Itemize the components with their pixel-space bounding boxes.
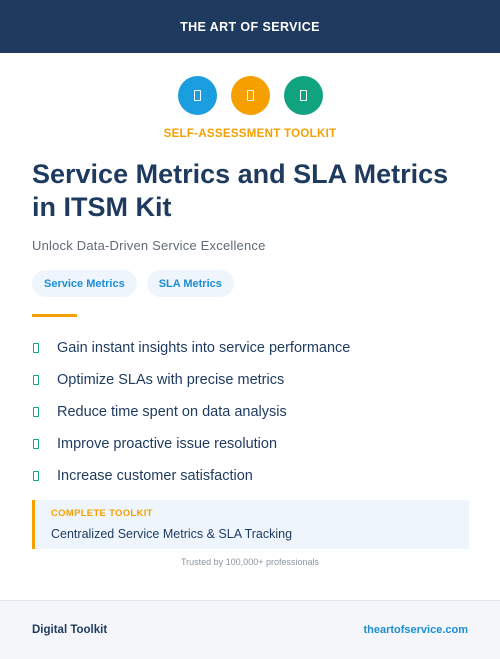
benefit-text: Increase customer satisfaction: [57, 468, 253, 484]
benefit-item: Improve proactive issue resolution: [32, 428, 350, 460]
benefit-item: Gain instant insights into service perfo…: [32, 332, 350, 364]
benefit-text: Improve proactive issue resolution: [57, 436, 278, 452]
icon-row: [0, 76, 500, 115]
benefit-item: Reduce time spent on data analysis: [32, 396, 350, 428]
tag-service-metrics: Service Metrics: [32, 270, 137, 297]
callout-text: Centralized Service Metrics & SLA Tracki…: [51, 527, 293, 541]
benefit-item: Increase customer satisfaction: [32, 460, 350, 492]
benefit-text: Gain instant insights into service perfo…: [57, 340, 351, 356]
benefit-text: Optimize SLAs with precise metrics: [57, 372, 285, 388]
tag-sla-metrics: SLA Metrics: [146, 270, 234, 297]
check-icon: [33, 375, 39, 385]
page-title: Service Metrics and SLA Metrics in ITSM …: [32, 159, 449, 222]
accent-divider: [32, 314, 77, 317]
blue-square-icon: [177, 76, 217, 115]
check-icon: [33, 439, 39, 449]
website-link[interactable]: theartofservice.com: [363, 624, 468, 636]
toolkit-callout: COMPLETE TOOLKIT Centralized Service Met…: [32, 500, 469, 549]
footer: Digital Toolkit theartofservice.com: [0, 600, 500, 659]
subtitle: Unlock Data-Driven Service Excellence: [32, 238, 266, 253]
check-icon: [33, 471, 39, 481]
check-icon: [33, 343, 39, 353]
benefit-item: Optimize SLAs with precise metrics: [32, 364, 350, 396]
callout-label: COMPLETE TOOLKIT: [51, 508, 153, 519]
kicker-label: SELF-ASSESSMENT TOOLKIT: [163, 128, 337, 140]
brand-name: THE ART OF SERVICE: [180, 19, 320, 34]
green-square-icon: [283, 76, 323, 115]
orange-square-icon: [230, 76, 270, 115]
benefit-text: Reduce time spent on data analysis: [57, 404, 287, 420]
benefit-list: Gain instant insights into service perfo…: [32, 332, 350, 492]
tag-list: Service Metrics SLA Metrics: [32, 270, 234, 297]
top-banner: THE ART OF SERVICE: [0, 0, 500, 53]
check-icon: [33, 407, 39, 417]
footer-label: Digital Toolkit: [32, 624, 108, 636]
trusted-note: Trusted by 100,000+ professionals: [180, 557, 319, 567]
